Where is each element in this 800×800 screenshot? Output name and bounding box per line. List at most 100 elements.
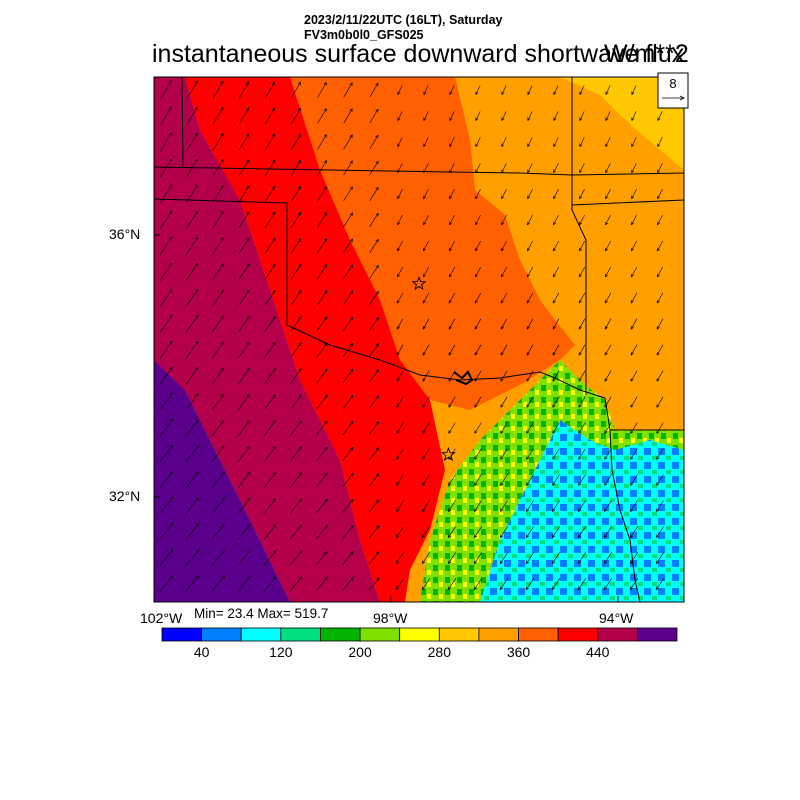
wind-vector-head	[298, 238, 302, 241]
wind-vector-head	[326, 290, 328, 294]
wind-vector	[631, 111, 637, 121]
wind-vector-head	[300, 498, 302, 502]
wind-vector	[553, 111, 559, 121]
wind-vector-head	[448, 431, 452, 434]
wind-vector-head	[247, 550, 251, 553]
wind-vector-head	[578, 353, 582, 356]
wind-vector-head	[248, 394, 251, 398]
wind-vector	[525, 578, 535, 590]
wind-vector-head	[631, 248, 635, 252]
map-ticks	[153, 234, 619, 602]
wind-vector	[211, 576, 225, 592]
wind-vector	[212, 289, 224, 307]
wind-vector	[290, 212, 302, 228]
wind-vector	[159, 210, 173, 230]
wind-vector	[604, 422, 612, 434]
wind-vector-head	[298, 472, 302, 475]
wind-vector	[630, 292, 638, 304]
wind-vector-head	[527, 274, 530, 278]
wind-vector-head	[422, 405, 426, 408]
wind-vector-head	[223, 497, 225, 502]
wind-vector	[185, 341, 199, 359]
wind-vector-head	[220, 107, 224, 110]
wind-vector-head	[396, 483, 400, 486]
wind-vector	[475, 214, 481, 226]
wind-vector	[290, 420, 302, 436]
wind-vector	[186, 80, 198, 100]
wind-vector-head	[552, 353, 556, 356]
wind-vector	[397, 214, 403, 226]
wind-vector-head	[247, 471, 251, 474]
wind-vector	[397, 189, 403, 199]
wind-vector	[578, 292, 586, 304]
wind-vector-head	[577, 560, 579, 564]
lat-label-36n: 36°N	[109, 226, 141, 242]
wind-vector-head	[656, 509, 660, 512]
wind-vector-head	[350, 525, 354, 528]
wind-vector-head	[397, 144, 401, 147]
wind-vector-head	[246, 315, 250, 318]
wind-vector-head	[297, 133, 301, 137]
wind-vector	[422, 344, 430, 356]
wind-vector	[630, 526, 638, 538]
wind-vector-head	[246, 419, 251, 422]
wind-vector-head	[246, 159, 250, 162]
wind-vector-head	[578, 405, 582, 408]
wind-vector-head	[500, 431, 504, 434]
wind-vector	[578, 370, 586, 382]
wind-vector-head	[300, 550, 303, 555]
wind-vector-head	[578, 379, 582, 382]
wind-vector-head	[631, 170, 635, 174]
wind-vector	[604, 526, 612, 538]
wind-vector-head	[630, 353, 634, 356]
wind-vector-head	[352, 473, 354, 477]
wind-vector-head	[656, 535, 660, 538]
wind-vector-head	[223, 419, 225, 424]
wind-vector-head	[197, 263, 199, 267]
wind-vector-head	[474, 535, 478, 538]
wind-vector	[579, 163, 585, 173]
wind-vector-head	[552, 457, 556, 460]
wind-vector	[423, 85, 429, 95]
wind-vector-head	[272, 315, 276, 319]
wind-vector	[317, 108, 327, 124]
wind-vector-head	[500, 509, 504, 512]
wind-vector	[185, 237, 199, 255]
wind-vector	[448, 344, 456, 356]
wind-vector-head	[272, 368, 276, 371]
wind-vector-head	[272, 107, 275, 110]
wind-vector	[263, 524, 277, 540]
wind-vector	[211, 341, 225, 359]
wind-vector-head	[272, 550, 277, 553]
wind-vector-head	[448, 509, 452, 512]
wind-vector-head	[552, 327, 556, 330]
wind-vector	[500, 396, 508, 408]
wind-vector	[317, 160, 327, 176]
wind-vector	[159, 497, 173, 515]
colorbar-swatch	[438, 627, 480, 642]
wind-vector	[526, 266, 534, 278]
wind-vector	[552, 474, 560, 486]
wind-vector-head	[397, 196, 401, 200]
wind-vector	[238, 185, 250, 203]
wind-vector	[264, 420, 276, 436]
wind-vector-head	[248, 315, 250, 320]
wind-vector-head	[527, 118, 531, 121]
wind-vector-head	[631, 274, 634, 278]
wind-vector	[577, 552, 587, 564]
wind-vector-head	[630, 457, 634, 460]
wind-vector-head	[378, 577, 380, 581]
wind-vector-head	[422, 535, 426, 538]
wind-vector	[552, 448, 560, 460]
wind-vector-head	[657, 144, 661, 147]
wind-vector	[263, 576, 277, 592]
wind-vector	[264, 316, 276, 332]
wind-vector	[396, 396, 404, 408]
wind-vector	[656, 526, 664, 538]
wind-vector-head	[423, 196, 427, 200]
wind-vector-head	[579, 196, 583, 200]
wind-vector-head	[526, 300, 530, 304]
wind-vector-head	[551, 586, 553, 590]
wind-vector-head	[578, 457, 582, 460]
wind-vector-head	[349, 368, 354, 371]
